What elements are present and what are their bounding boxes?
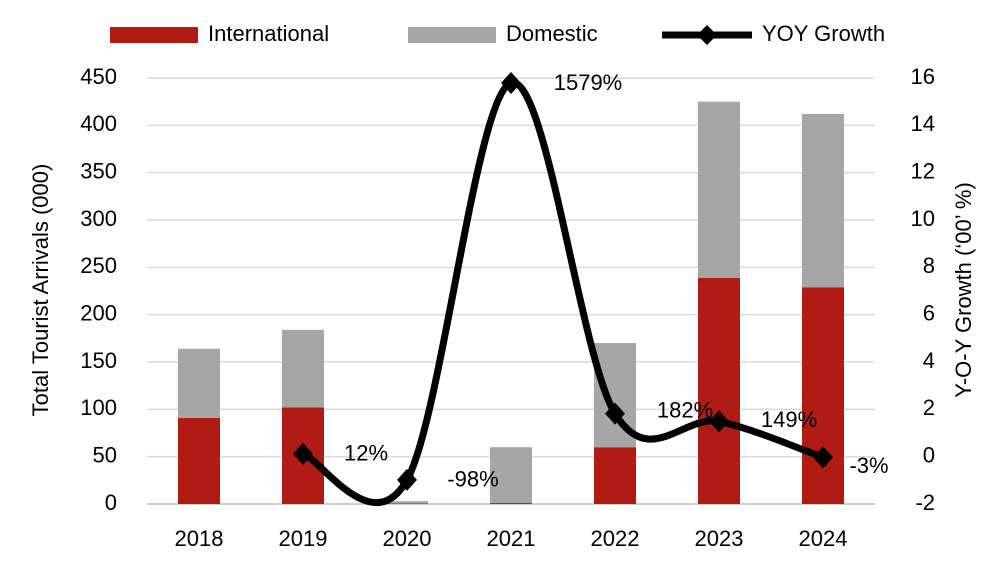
x-tick-label: 2020 <box>383 526 432 551</box>
y-tick-label: 350 <box>80 158 117 183</box>
y-tick-label: 150 <box>80 348 117 373</box>
marker <box>813 446 833 469</box>
y2-tick-label: 2 <box>923 395 935 420</box>
data-label: 12% <box>344 441 388 466</box>
data-label: -98% <box>447 467 498 492</box>
growth-line <box>301 79 825 506</box>
y2-tick-label: 8 <box>923 253 935 278</box>
bar-segment <box>802 287 844 504</box>
y-tick-label: 400 <box>80 111 117 136</box>
legend-swatch <box>408 27 496 43</box>
bar-segment <box>490 503 532 504</box>
legend-label: YOY Growth <box>762 21 885 46</box>
y-tick-label: 450 <box>80 64 117 89</box>
x-tick-label: 2023 <box>695 526 744 551</box>
marker <box>501 71 521 94</box>
bar-segment <box>802 113 844 288</box>
y-tick-label: 300 <box>80 206 117 231</box>
y2-tick-label: 4 <box>923 348 935 373</box>
y-tick-label: 50 <box>93 442 117 467</box>
bar-segment <box>178 348 220 418</box>
marker <box>709 410 729 433</box>
marker <box>293 442 313 465</box>
bar-segment <box>282 329 324 408</box>
y-tick-label: 250 <box>80 253 117 278</box>
y2-tick-label: 6 <box>923 300 935 325</box>
bar-segment <box>594 447 636 504</box>
x-tick-label: 2022 <box>591 526 640 551</box>
y2-tick-label: 10 <box>911 206 935 231</box>
bar-segment <box>490 447 532 504</box>
legend-marker <box>697 25 717 45</box>
marker <box>397 468 417 491</box>
x-tick-label: 2019 <box>279 526 328 551</box>
bar-segment <box>178 417 220 504</box>
y-tick-label: 200 <box>80 300 117 325</box>
data-label: -3% <box>849 453 888 478</box>
data-label: 182% <box>657 397 713 422</box>
bar-segment <box>698 277 740 504</box>
y2-tick-label: 14 <box>911 111 935 136</box>
bar-segment <box>386 501 428 504</box>
data-label: 1579% <box>554 70 623 95</box>
y-tick-label: 100 <box>80 395 117 420</box>
y2-tick-label: -2 <box>915 490 935 515</box>
y-axis-title: Total Tourist Arrivals (000) <box>28 164 53 417</box>
legend-label: Domestic <box>506 21 598 46</box>
y-tick-label: 0 <box>105 490 117 515</box>
y2-axis-title: Y-O-Y Growth (‘00’ %) <box>951 182 976 398</box>
x-tick-label: 2024 <box>799 526 848 551</box>
legend-label: International <box>208 21 329 46</box>
y2-tick-label: 12 <box>911 158 935 183</box>
data-label: 149% <box>761 407 817 432</box>
x-tick-label: 2018 <box>175 526 224 551</box>
y2-tick-label: 0 <box>923 442 935 467</box>
legend-swatch <box>110 27 198 43</box>
y2-tick-label: 16 <box>911 64 935 89</box>
bar-segment <box>698 101 740 278</box>
marker <box>605 402 625 425</box>
x-tick-label: 2021 <box>487 526 536 551</box>
